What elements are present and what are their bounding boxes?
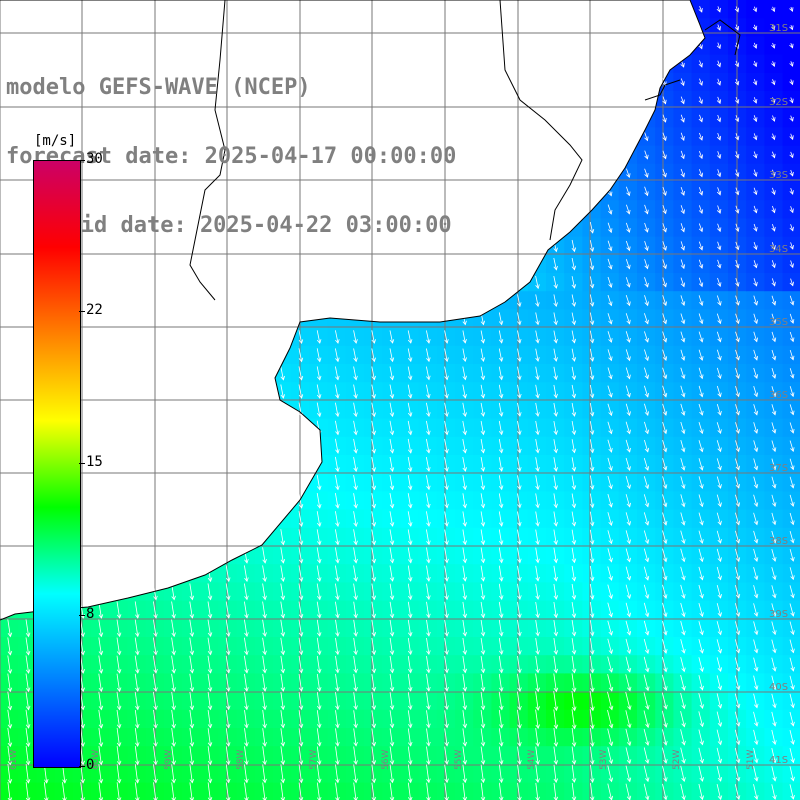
wind-cell: [782, 36, 800, 56]
colorbar-tick-label: 0: [86, 757, 95, 773]
lon-label: 51W: [746, 750, 756, 770]
lon-label: 58W: [236, 750, 246, 770]
colorbar-tick-label: 8: [86, 606, 95, 622]
wind-cell: [782, 327, 800, 347]
wind-cell: [782, 618, 800, 638]
wind-cell: [782, 109, 800, 128]
colorbar-tick-mark: [79, 766, 85, 767]
colorbar-tick-mark: [79, 160, 85, 161]
colorbar-tick-mark: [79, 615, 85, 616]
lat-label: 37S: [769, 463, 788, 474]
lat-label: 34S: [769, 244, 788, 255]
colorbar-tick-label: 30: [86, 151, 103, 167]
lon-label: 55W: [454, 750, 464, 770]
wind-cell: [782, 54, 800, 74]
wind-cell: [782, 291, 800, 310]
lon-label: 52W: [672, 750, 682, 770]
lat-label: 32S: [769, 97, 788, 108]
wind-cell: [782, 582, 800, 602]
colorbar-tick-label: 15: [86, 454, 103, 470]
wind-cell: [782, 200, 800, 219]
wind-cell: [782, 218, 800, 238]
colorbar-unit: [m/s]: [34, 133, 77, 149]
model-title: modelo GEFS-WAVE (NCEP): [6, 75, 311, 100]
lat-label: 31S: [769, 23, 788, 34]
wind-cell: [782, 436, 800, 456]
wind-cell: [782, 364, 800, 383]
lon-label: 54W: [527, 750, 537, 770]
wind-cell: [782, 564, 800, 583]
wind-cell: [782, 127, 800, 147]
colorbar-tick-label: 22: [86, 302, 103, 318]
lat-label: 33S: [769, 170, 788, 181]
wind-cell: [782, 254, 800, 274]
wind-cell: [782, 473, 800, 492]
lat-label: 40S: [769, 682, 788, 693]
wind-cell: [782, 72, 800, 92]
colorbar-tick-mark: [79, 311, 85, 312]
lat-label: 35S: [769, 317, 788, 328]
lon-label: 59W: [164, 750, 174, 770]
wind-cell: [782, 273, 800, 292]
wind-cell: [782, 637, 800, 656]
lat-label: 38S: [769, 536, 788, 547]
wind-cell: [782, 0, 800, 19]
lat-label: 36S: [769, 390, 788, 401]
wind-cell: [782, 546, 800, 565]
wind-cell: [782, 509, 800, 529]
wind-cell: [782, 709, 800, 729]
colorbar: [33, 160, 81, 768]
lat-label: 39S: [769, 609, 788, 620]
lon-label: 56W: [381, 750, 391, 770]
lon-label: 53W: [599, 750, 609, 770]
wind-cell: [782, 491, 800, 511]
wind-cell: [782, 728, 800, 747]
wind-cell: [782, 400, 800, 420]
wind-cell: [782, 345, 800, 365]
wind-cell: [782, 655, 800, 674]
colorbar-tick-mark: [79, 463, 85, 464]
wind-cell: [782, 691, 800, 711]
wind-cell: [782, 145, 800, 165]
wind-cell: [782, 764, 800, 784]
lat-label: 41S: [769, 755, 788, 766]
lon-label: 57W: [309, 750, 319, 770]
wind-cell: [782, 182, 800, 201]
lon-label: 61W: [9, 750, 19, 770]
wind-cell: [782, 418, 800, 438]
